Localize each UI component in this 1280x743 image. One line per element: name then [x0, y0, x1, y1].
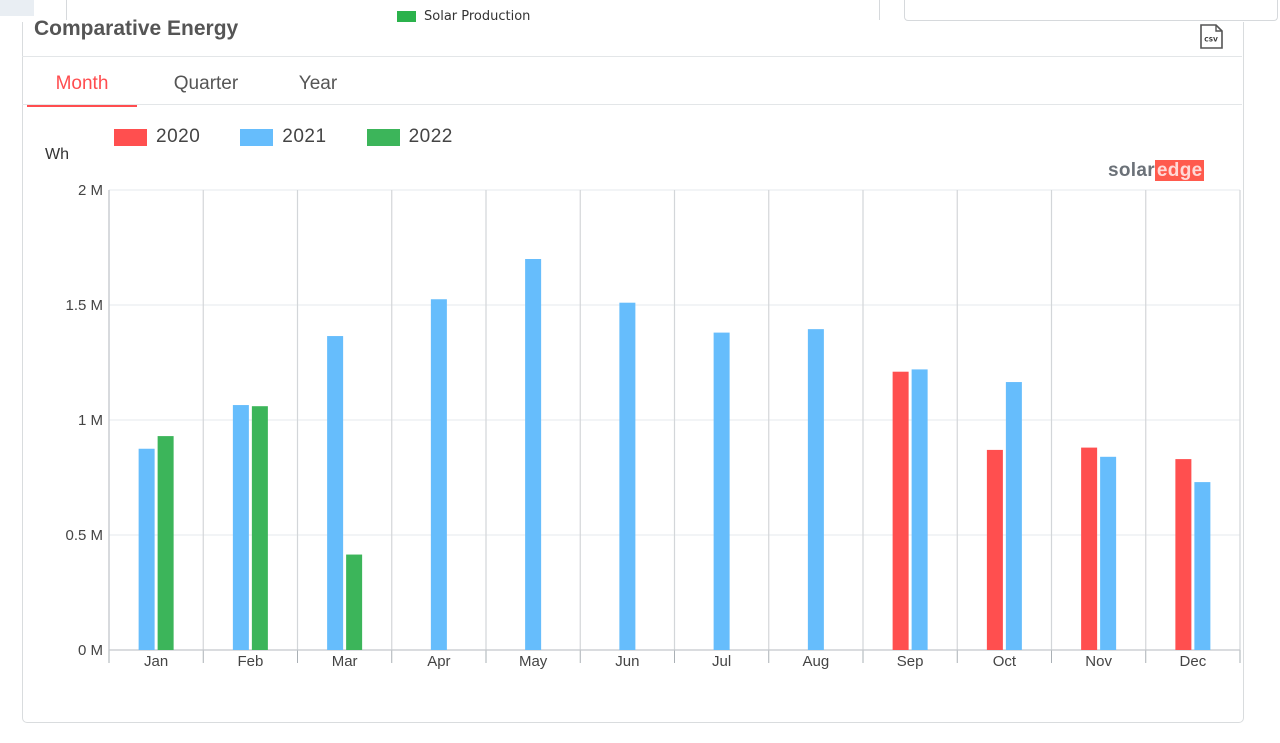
x-tick-label: Oct	[993, 653, 1017, 670]
x-tick-label: Jun	[615, 653, 639, 670]
legend-swatch-2022	[366, 128, 400, 146]
x-tick-label: Nov	[1085, 653, 1112, 670]
bar-2021-jul	[713, 332, 730, 650]
top-left-block	[0, 0, 34, 16]
solaredge-logo: solar edge	[1108, 160, 1205, 182]
x-tick-label: Feb	[237, 653, 263, 670]
legend-label-2021: 2021	[282, 126, 327, 147]
bar-2021-oct	[1005, 382, 1022, 650]
bar-2021-dec	[1194, 482, 1211, 650]
legend-label-2022: 2022	[408, 126, 453, 147]
solar-production-legend: Solar Production	[397, 9, 530, 24]
previous-card-edge	[66, 0, 880, 20]
x-tick-label: Apr	[427, 653, 450, 670]
chart-legend: 2020 2021 2022	[114, 126, 493, 148]
bar-2021-apr	[430, 299, 447, 650]
bar-2021-feb	[232, 405, 249, 650]
tab-quarter[interactable]: Quarter	[173, 73, 239, 94]
y-tick-label: 1 M	[78, 412, 103, 429]
tab-month[interactable]: Month	[27, 68, 137, 107]
bar-2022-feb	[251, 406, 268, 650]
bar-2021-aug	[807, 329, 824, 650]
y-tick-label: 0.5 M	[65, 527, 103, 544]
legend-item-2021[interactable]: 2021	[240, 126, 326, 148]
x-tick-label: May	[519, 653, 548, 670]
x-tick-label: Jan	[144, 653, 168, 670]
tab-divider	[22, 104, 1242, 105]
legend-label-2020: 2020	[156, 126, 201, 147]
legend-swatch-2020	[114, 128, 147, 146]
brand-edge: edge	[1154, 160, 1205, 181]
solar-production-swatch	[397, 10, 416, 23]
y-axis-unit: Wh	[45, 146, 69, 163]
y-tick-label: 0 M	[78, 642, 103, 659]
bar-2021-sep	[911, 369, 928, 650]
bar-2021-nov	[1100, 456, 1117, 650]
side-card-edge	[904, 0, 1278, 21]
bar-2022-mar	[346, 554, 363, 650]
bar-2021-mar	[327, 336, 344, 650]
bar-2021-may	[525, 259, 542, 650]
bar-2020-nov	[1081, 447, 1098, 650]
legend-item-2022[interactable]: 2022	[366, 126, 453, 148]
brand-solar: solar	[1108, 160, 1155, 181]
y-tick-label: 2 M	[78, 182, 103, 199]
page-title: Comparative Energy	[34, 17, 239, 40]
x-tick-label: Dec	[1180, 653, 1207, 670]
svg-text:CSV: CSV	[1204, 37, 1218, 44]
bar-2022-jan	[157, 436, 174, 650]
solar-production-label: Solar Production	[424, 9, 531, 24]
x-tick-label: Sep	[897, 653, 924, 670]
legend-item-2020[interactable]: 2020	[114, 126, 200, 148]
bar-2020-sep	[892, 371, 909, 650]
top-context-strip: Solar Production	[0, 0, 1280, 24]
x-tick-label: Jul	[712, 653, 731, 670]
bar-2021-jun	[619, 302, 636, 650]
legend-swatch-2021	[240, 128, 274, 146]
x-tick-label: Mar	[332, 653, 358, 670]
tab-year[interactable]: Year	[298, 73, 338, 94]
bar-2020-oct	[986, 449, 1003, 650]
bar-2021-jan	[138, 448, 155, 650]
x-tick-label: Aug	[803, 653, 830, 670]
header-divider	[22, 56, 1242, 57]
y-tick-label: 1.5 M	[65, 297, 103, 314]
csv-icon[interactable]: CSV	[1198, 24, 1224, 49]
bar-2020-dec	[1175, 459, 1192, 650]
